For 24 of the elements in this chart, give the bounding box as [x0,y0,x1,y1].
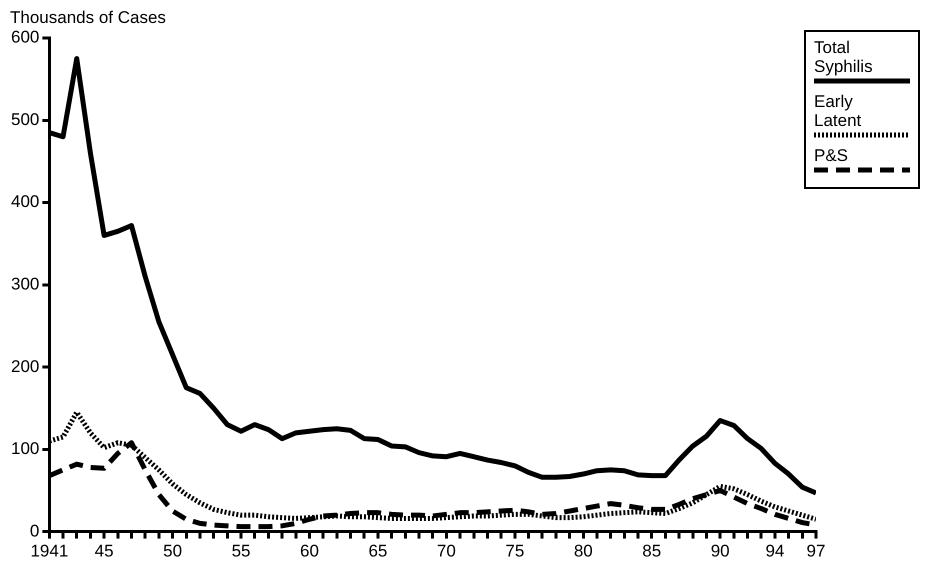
text: P&S [814,146,850,165]
y-tick-label: 600 [10,28,40,47]
y-tick-label: 400 [10,192,40,212]
y-tick-label: 500 [10,110,40,129]
x-tick-label: 55 [232,541,250,560]
y-axis-title: Thousands of Cases [10,8,166,28]
x-tick-label: 60 [300,541,319,560]
y-tick-label: 100 [10,439,40,458]
y-tick-label: 200 [10,356,40,376]
text: Total Syphilis [814,38,874,76]
x-tick-label: 45 [94,541,114,560]
text: Early Latent [814,92,862,130]
x-tick-label: 50 [163,541,182,560]
y-tick-label: 300 [10,274,40,294]
x-tick-label: 65 [368,541,388,560]
x-tick-label: 85 [642,541,662,560]
x-tick-label: 90 [710,541,730,560]
x-tick-label: 1941 [30,541,68,560]
y-tick-label: 0 [30,521,40,540]
x-tick-label: 80 [574,541,593,560]
x-tick-label: 94 [765,541,784,560]
x-tick-label: 97 [806,541,826,560]
x-tick-label: 70 [436,541,456,560]
x-tick-label: 75 [505,541,524,560]
